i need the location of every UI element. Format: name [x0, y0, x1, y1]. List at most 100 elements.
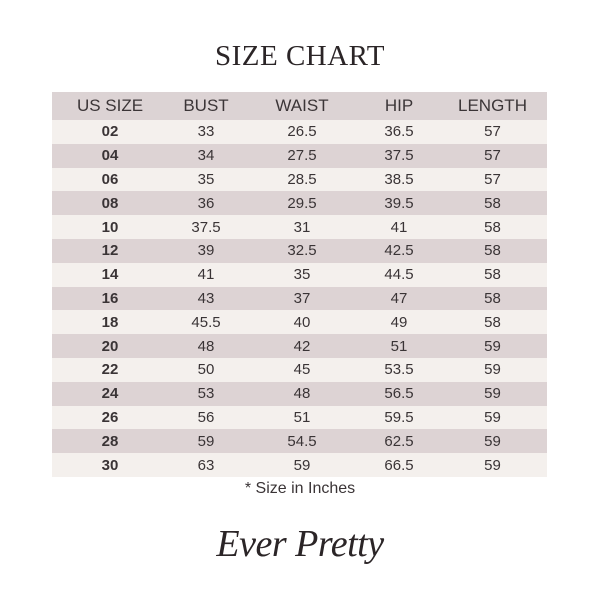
cell-us-size: 28 [101, 432, 119, 450]
cell-length: 57 [484, 123, 501, 141]
cell-hip: 36.5 [384, 123, 414, 141]
cell-hip: 39.5 [384, 194, 414, 212]
cell-length: 58 [484, 218, 501, 236]
cell-bust: 45.5 [191, 313, 221, 331]
cell-waist: 45 [293, 361, 311, 379]
header-bust: BUST [183, 96, 229, 115]
cell-length: 59 [484, 432, 501, 450]
cell-hip: 62.5 [384, 432, 414, 450]
table-row: 08 36 29.5 39.5 58 [52, 191, 547, 216]
cell-bust: 39 [197, 242, 215, 260]
cell-length: 58 [484, 289, 501, 307]
cell-waist: 51 [293, 408, 311, 426]
cell-waist: 26.5 [287, 123, 317, 141]
table-row: 28 59 54.5 62.5 59 [52, 429, 547, 454]
cell-bust: 50 [197, 361, 215, 379]
cell-hip: 51 [390, 337, 408, 355]
cell-length: 59 [484, 337, 501, 355]
cell-us-size: 06 [101, 170, 119, 188]
size-chart-table: US SIZE BUST WAIST HIP LENGTH 02 33 26.5 36… [52, 92, 547, 477]
cell-waist: 59 [293, 456, 311, 474]
cell-waist: 28.5 [287, 170, 317, 188]
page-title: SIZE CHART [214, 40, 385, 72]
cell-hip: 59.5 [384, 408, 414, 426]
header-us-size: US SIZE [76, 96, 144, 115]
table-row: 02 33 26.5 36.5 57 [52, 120, 547, 144]
cell-hip: 56.5 [384, 385, 414, 403]
cell-bust: 41 [197, 266, 215, 284]
cell-us-size: 22 [101, 361, 119, 379]
cell-bust: 59 [197, 432, 215, 450]
cell-bust: 34 [197, 147, 215, 165]
cell-length: 59 [484, 361, 501, 379]
cell-hip: 44.5 [384, 266, 414, 284]
cell-us-size: 08 [101, 194, 119, 212]
cell-us-size: 26 [101, 408, 119, 426]
cell-waist: 42 [293, 337, 311, 355]
cell-us-size: 02 [101, 123, 119, 141]
cell-us-size: 30 [101, 456, 119, 474]
cell-length: 58 [484, 242, 501, 260]
cell-length: 59 [484, 385, 501, 403]
cell-waist: 27.5 [287, 147, 317, 165]
cell-hip: 37.5 [384, 147, 414, 165]
units-note: * Size in Inches [244, 480, 356, 497]
cell-us-size: 16 [101, 289, 119, 307]
table-header: US SIZE BUST WAIST HIP LENGTH [52, 92, 547, 120]
cell-bust: 36 [197, 194, 215, 212]
header-length: LENGTH [458, 96, 527, 115]
cell-us-size: 24 [101, 385, 119, 403]
table-row: 12 39 32.5 42.5 58 [52, 238, 547, 263]
cell-hip: 42.5 [384, 242, 414, 260]
table-row: 26 56 51 59.5 59 [52, 405, 547, 430]
cell-hip: 38.5 [384, 170, 414, 188]
cell-hip: 66.5 [384, 456, 414, 474]
cell-hip: 53.5 [384, 361, 414, 379]
cell-waist: 37 [293, 289, 311, 307]
cell-bust: 48 [197, 337, 215, 355]
cell-us-size: 10 [101, 218, 119, 236]
cell-bust: 37.5 [191, 218, 221, 236]
cell-bust: 56 [197, 408, 215, 426]
cell-us-size: 12 [101, 242, 119, 260]
cell-hip: 47 [390, 289, 408, 307]
cell-waist: 35 [293, 266, 311, 284]
cell-waist: 31 [293, 218, 311, 236]
cell-hip: 41 [390, 218, 408, 236]
cell-us-size: 14 [101, 266, 119, 284]
table-row: 14 41 35 44.5 58 [52, 262, 547, 287]
table-row: 16 43 37 47 58 [52, 286, 547, 311]
cell-waist: 40 [293, 313, 311, 331]
cell-bust: 53 [197, 385, 215, 403]
cell-waist: 32.5 [287, 242, 317, 260]
cell-bust: 43 [197, 289, 215, 307]
brand-logo: Ever Pretty [216, 523, 384, 565]
cell-waist: 54.5 [287, 432, 317, 450]
cell-length: 57 [484, 170, 501, 188]
cell-us-size: 04 [101, 147, 119, 165]
cell-bust: 35 [197, 170, 215, 188]
table-row: 20 48 42 51 59 [52, 334, 547, 358]
table-row: 30 63 59 66.5 59 [52, 453, 547, 477]
cell-waist: 48 [293, 385, 311, 403]
cell-us-size: 18 [101, 313, 119, 331]
cell-bust: 63 [197, 456, 215, 474]
header-hip: HIP [384, 96, 414, 115]
cell-hip: 49 [390, 313, 408, 331]
cell-bust: 33 [197, 123, 215, 141]
table-row: 04 34 27.5 37.5 57 [52, 143, 547, 168]
cell-length: 58 [484, 266, 501, 284]
cell-us-size: 20 [101, 337, 119, 355]
cell-waist: 29.5 [287, 194, 317, 212]
cell-length: 59 [484, 408, 501, 426]
cell-length: 59 [484, 456, 501, 474]
cell-length: 58 [484, 194, 501, 212]
header-waist: WAIST [275, 96, 329, 115]
table-row: 24 53 48 56.5 59 [52, 381, 547, 406]
table-row: 10 37.5 31 41 58 [52, 215, 547, 239]
table-row: 06 35 28.5 38.5 57 [52, 167, 547, 192]
cell-length: 58 [484, 313, 501, 331]
cell-length: 57 [484, 147, 501, 165]
table-row: 22 50 45 53.5 59 [52, 357, 547, 382]
table-row: 18 45.5 40 49 58 [52, 310, 547, 335]
